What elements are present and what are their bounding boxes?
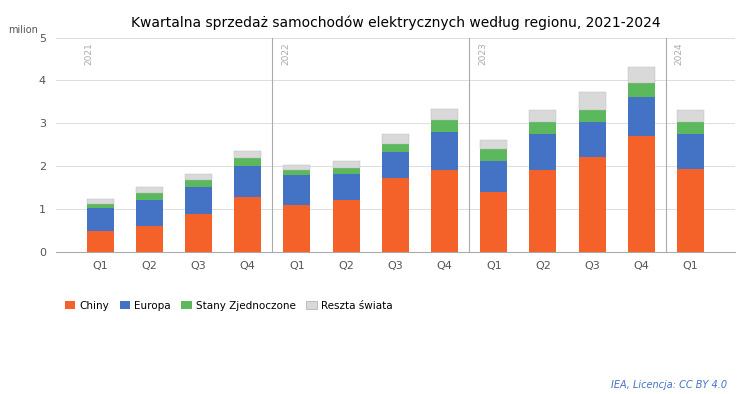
Bar	[579, 110, 606, 123]
Bar	[284, 175, 310, 204]
Bar	[431, 109, 458, 120]
Text: 2023: 2023	[478, 43, 487, 65]
Bar	[382, 134, 409, 144]
Bar	[530, 110, 556, 122]
Bar	[579, 157, 606, 252]
Bar	[579, 123, 606, 157]
Bar	[480, 192, 507, 252]
Bar	[431, 170, 458, 252]
Bar	[185, 180, 212, 188]
Bar	[136, 187, 163, 193]
Bar	[628, 97, 655, 136]
Bar	[628, 136, 655, 252]
Bar	[579, 93, 606, 110]
Bar	[382, 152, 409, 178]
Bar	[86, 208, 114, 231]
Bar	[431, 120, 458, 132]
Bar	[86, 231, 114, 252]
Text: 2022: 2022	[281, 43, 290, 65]
Bar	[332, 174, 360, 200]
Bar	[284, 170, 310, 175]
Bar	[677, 134, 704, 169]
Bar	[628, 83, 655, 97]
Bar	[530, 122, 556, 134]
Text: milion: milion	[8, 26, 38, 35]
Bar	[284, 204, 310, 252]
Bar	[234, 158, 261, 166]
Bar	[136, 193, 163, 200]
Text: IEA, Licencja: CC BY 4.0: IEA, Licencja: CC BY 4.0	[611, 380, 728, 390]
Bar	[136, 200, 163, 226]
Bar	[530, 170, 556, 252]
Legend: Chiny, Europa, Stany Zjednoczone, Reszta świata: Chiny, Europa, Stany Zjednoczone, Reszta…	[61, 297, 397, 315]
Bar	[86, 199, 114, 204]
Bar	[480, 149, 507, 161]
Bar	[332, 200, 360, 252]
Bar	[332, 161, 360, 168]
Bar	[480, 139, 507, 149]
Bar	[185, 188, 212, 214]
Bar	[284, 165, 310, 170]
Bar	[431, 132, 458, 170]
Bar	[382, 144, 409, 152]
Bar	[677, 110, 704, 123]
Bar	[677, 169, 704, 252]
Bar	[234, 151, 261, 158]
Bar	[480, 161, 507, 192]
Bar	[628, 67, 655, 83]
Bar	[136, 226, 163, 252]
Title: Kwartalna sprzedaż samochodów elektrycznych według regionu, 2021-2024: Kwartalna sprzedaż samochodów elektryczn…	[130, 15, 660, 30]
Text: 2021: 2021	[84, 43, 93, 65]
Bar	[185, 214, 212, 252]
Bar	[677, 123, 704, 134]
Bar	[332, 168, 360, 174]
Bar	[234, 166, 261, 197]
Bar	[530, 134, 556, 170]
Bar	[382, 178, 409, 252]
Bar	[185, 174, 212, 180]
Text: 2024: 2024	[675, 43, 684, 65]
Bar	[234, 197, 261, 252]
Bar	[86, 204, 114, 208]
